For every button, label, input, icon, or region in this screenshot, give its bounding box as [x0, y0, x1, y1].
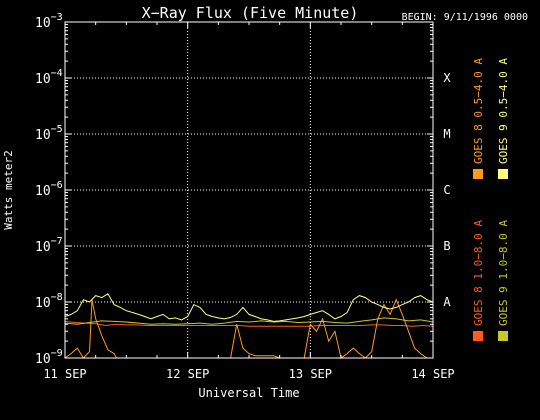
legend-label: GOES 8 1.0−8.0 A: [472, 220, 485, 326]
legend-entry: GOES 9 1.0−8.0 A: [497, 220, 510, 341]
y-tick-layer: 10−9 10−8 10−7 10−6 10−5 10−4 10−3: [35, 12, 433, 367]
legend-label: GOES 8 0.5−4.0 A: [472, 58, 485, 164]
x-tick-layer: 11 SEP 12 SEP 13 SEP 14 SEP: [43, 22, 455, 381]
flare-class-label: X: [443, 71, 451, 85]
chart-title: X−Ray Flux (Five Minute): [142, 4, 359, 22]
y-tick-label: 10−4: [35, 68, 63, 87]
series-line: [64, 293, 434, 322]
x-tick-label: 12 SEP: [166, 367, 209, 381]
x-axis-label: Universal Time: [198, 386, 299, 400]
begin-label: BEGIN: 9/11/1996 0000: [402, 12, 528, 23]
legend-entry: GOES 9 0.5−4.0 A: [497, 58, 510, 179]
x-tick-label: 14 SEP: [411, 367, 454, 381]
flare-class-label: B: [443, 239, 450, 253]
y-tick-label: 10−3: [35, 12, 63, 31]
y-tick-label: 10−8: [35, 292, 63, 311]
y-tick-label: 10−6: [35, 180, 63, 199]
grid-layer: [65, 22, 433, 358]
flare-class-label: A: [443, 295, 451, 309]
legend-entry: GOES 8 1.0−8.0 A: [472, 220, 485, 341]
series-line: [64, 320, 434, 327]
legend-label: GOES 9 1.0−8.0 A: [497, 220, 510, 326]
legend-swatch: [498, 169, 508, 179]
y-axis-label: Watts meter2: [2, 150, 15, 229]
y-tick-label: 10−9: [35, 348, 63, 367]
legend: GOES 8 1.0−8.0 A GOES 8 0.5−4.0 A GOES 9 1…: [472, 58, 510, 341]
x-tick-label: 11 SEP: [43, 367, 86, 381]
legend-swatch: [473, 169, 483, 179]
legend-entry: GOES 8 0.5−4.0 A: [472, 58, 485, 179]
x-tick-label: 13 SEP: [289, 367, 332, 381]
y-tick-label: 10−7: [35, 236, 63, 255]
flare-class-label: C: [443, 183, 450, 197]
series-line: [64, 317, 434, 325]
flare-class-layer: A B C M X: [443, 71, 451, 309]
legend-swatch: [498, 331, 508, 341]
flare-class-label: M: [443, 127, 450, 141]
legend-label: GOES 9 0.5−4.0 A: [497, 58, 510, 164]
legend-swatch: [473, 331, 483, 341]
y-tick-label: 10−5: [35, 124, 63, 143]
